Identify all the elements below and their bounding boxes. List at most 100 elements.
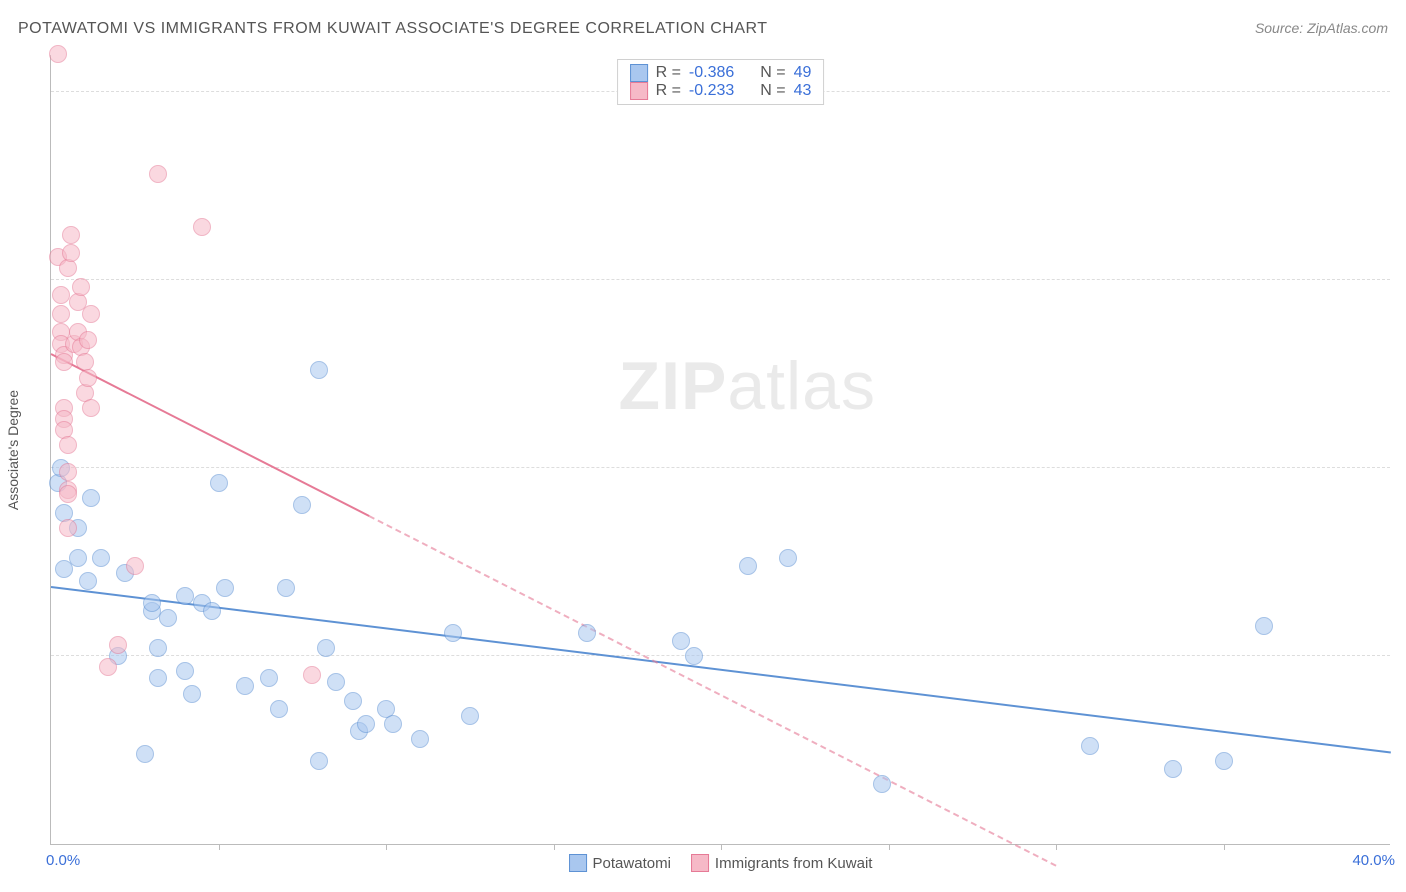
x-tick xyxy=(386,844,387,850)
source-label: Source: ZipAtlas.com xyxy=(1255,20,1388,36)
data-point xyxy=(1081,737,1099,755)
data-point xyxy=(672,632,690,650)
gridline xyxy=(51,279,1390,280)
data-point xyxy=(82,489,100,507)
x-tick xyxy=(1224,844,1225,850)
data-point xyxy=(310,752,328,770)
data-point xyxy=(69,549,87,567)
data-point xyxy=(303,666,321,684)
data-point xyxy=(59,519,77,537)
data-point xyxy=(270,700,288,718)
data-point xyxy=(236,677,254,695)
watermark-zip: ZIP xyxy=(619,348,728,424)
gridline xyxy=(51,655,1390,656)
data-point xyxy=(260,669,278,687)
data-point xyxy=(384,715,402,733)
data-point xyxy=(52,286,70,304)
y-tick-label: 25.0% xyxy=(1395,630,1406,647)
data-point xyxy=(55,353,73,371)
x-axis-label: 0.0% xyxy=(46,852,80,869)
data-point xyxy=(62,226,80,244)
legend-swatch xyxy=(569,854,587,872)
data-point xyxy=(461,707,479,725)
data-point xyxy=(193,218,211,236)
data-point xyxy=(59,463,77,481)
data-point xyxy=(779,549,797,567)
chart-title: POTAWATOMI VS IMMIGRANTS FROM KUWAIT ASS… xyxy=(18,20,768,38)
data-point xyxy=(82,399,100,417)
data-point xyxy=(1164,760,1182,778)
data-point xyxy=(873,775,891,793)
data-point xyxy=(176,662,194,680)
data-point xyxy=(79,572,97,590)
data-point xyxy=(59,259,77,277)
n-value: 43 xyxy=(794,82,812,100)
legend-label: Potawatomi xyxy=(593,855,671,872)
n-value: 49 xyxy=(794,64,812,82)
data-point xyxy=(203,602,221,620)
data-point xyxy=(149,669,167,687)
r-value: -0.233 xyxy=(689,82,734,100)
n-label: N = xyxy=(760,82,785,100)
data-point xyxy=(444,624,462,642)
data-point xyxy=(126,557,144,575)
data-point xyxy=(109,636,127,654)
trend-line xyxy=(369,515,1057,866)
data-point xyxy=(344,692,362,710)
legend-item: Potawatomi xyxy=(569,854,671,872)
legend-item: Immigrants from Kuwait xyxy=(691,854,873,872)
data-point xyxy=(52,305,70,323)
data-point xyxy=(685,647,703,665)
legend-row: R =-0.386N =49 xyxy=(630,64,812,82)
legend-label: Immigrants from Kuwait xyxy=(715,855,873,872)
x-tick xyxy=(219,844,220,850)
y-tick-label: 50.0% xyxy=(1395,442,1406,459)
watermark-atlas: atlas xyxy=(727,348,876,424)
data-point xyxy=(216,579,234,597)
r-label: R = xyxy=(656,64,681,82)
data-point xyxy=(739,557,757,575)
legend-row: R = -0.233 N = 43 xyxy=(630,82,812,100)
data-point xyxy=(99,658,117,676)
data-point xyxy=(578,624,596,642)
data-point xyxy=(1255,617,1273,635)
data-point xyxy=(310,361,328,379)
data-point xyxy=(59,485,77,503)
legend-swatch xyxy=(691,854,709,872)
gridline xyxy=(51,467,1390,468)
data-point xyxy=(82,305,100,323)
data-point xyxy=(62,244,80,262)
data-point xyxy=(277,579,295,597)
data-point xyxy=(72,278,90,296)
data-point xyxy=(210,474,228,492)
data-point xyxy=(357,715,375,733)
series-legend: Potawatomi Immigrants from Kuwait xyxy=(569,854,873,872)
watermark: ZIPatlas xyxy=(619,347,876,425)
data-point xyxy=(92,549,110,567)
legend-swatch xyxy=(630,82,648,100)
x-tick xyxy=(721,844,722,850)
data-point xyxy=(327,673,345,691)
x-tick xyxy=(889,844,890,850)
x-tick xyxy=(554,844,555,850)
data-point xyxy=(293,496,311,514)
r-value: -0.386 xyxy=(689,64,734,82)
data-point xyxy=(1215,752,1233,770)
legend-swatch xyxy=(630,64,648,82)
data-point xyxy=(79,369,97,387)
data-point xyxy=(136,745,154,763)
r-label: R = xyxy=(656,82,681,100)
data-point xyxy=(317,639,335,657)
y-tick-label: 75.0% xyxy=(1395,254,1406,271)
data-point xyxy=(149,639,167,657)
data-point xyxy=(143,594,161,612)
data-point xyxy=(149,165,167,183)
trend-line xyxy=(51,586,1391,754)
data-point xyxy=(49,45,67,63)
y-axis-title: Associate's Degree xyxy=(5,389,21,509)
header: POTAWATOMI VS IMMIGRANTS FROM KUWAIT ASS… xyxy=(18,20,1388,38)
data-point xyxy=(411,730,429,748)
y-tick-label: 100.0% xyxy=(1395,66,1406,83)
x-tick xyxy=(1056,844,1057,850)
data-point xyxy=(59,436,77,454)
